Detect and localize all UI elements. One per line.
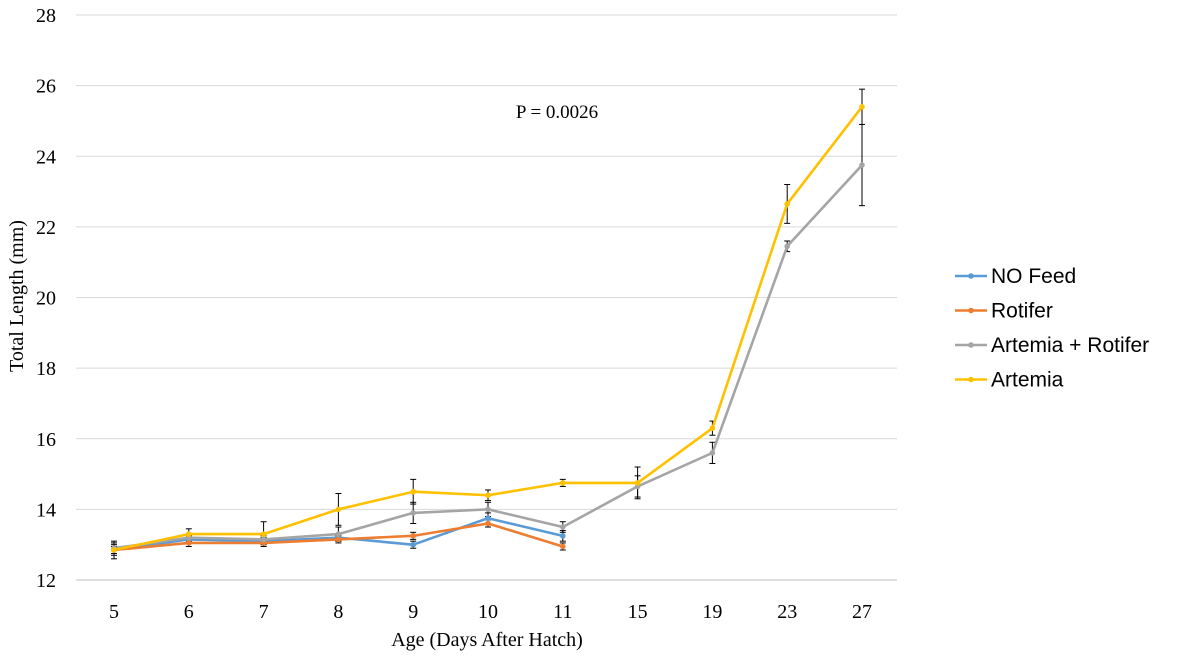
data-point-rotifer <box>485 520 491 527</box>
x-tick-label: 6 <box>184 601 194 623</box>
data-point-artemia <box>111 547 117 553</box>
y-tick-label: 26 <box>36 76 56 98</box>
x-tick-label: 15 <box>628 601 648 623</box>
legend-swatch-marker <box>968 342 974 348</box>
data-point-artemia-rotifer <box>485 506 491 513</box>
gridlines <box>76 14 897 581</box>
x-tick-label: 10 <box>478 601 498 623</box>
y-tick-label: 14 <box>36 499 56 521</box>
data-point-rotifer <box>410 533 417 539</box>
data-point-no-feed <box>560 533 566 539</box>
legend-label: Artemia + Rotifer <box>991 334 1149 357</box>
data-point-artemia <box>709 425 716 431</box>
error-bars <box>111 88 865 560</box>
series-lines <box>112 105 864 552</box>
legend-swatch-marker <box>968 307 974 314</box>
series-markers <box>111 104 865 553</box>
data-point-artemia <box>335 506 342 513</box>
data-point-rotifer <box>186 540 192 546</box>
y-tick-label: 18 <box>36 358 56 380</box>
legend-label: Artemia <box>991 369 1064 392</box>
data-point-artemia <box>784 201 790 207</box>
y-tick-label: 22 <box>36 217 56 239</box>
data-point-artemia <box>410 488 417 495</box>
legend-item: Rotifer <box>955 300 1053 323</box>
y-axis-ticks: 12 14 16 18 20 22 24 26 28 <box>36 5 56 592</box>
legend-item: Artemia <box>955 369 1064 392</box>
y-tick-label: 24 <box>36 146 56 168</box>
data-point-rotifer <box>335 536 342 543</box>
data-point-artemia <box>260 531 267 537</box>
x-tick-label: 7 <box>259 601 269 623</box>
x-tick-label: 8 <box>333 601 343 623</box>
y-tick-label: 12 <box>36 570 56 592</box>
data-point-artemia <box>485 492 491 499</box>
x-tick-label: 19 <box>702 601 722 623</box>
data-point-artemia <box>560 480 566 486</box>
legend-label: NO Feed <box>991 265 1076 288</box>
annotation-p-value: P = 0.0026 <box>516 102 598 123</box>
data-point-artemia-rotifer <box>560 524 566 530</box>
y-axis-label: Total Length (mm) <box>6 220 28 372</box>
data-point-artemia-rotifer <box>260 536 267 543</box>
data-point-artemia-rotifer <box>410 510 417 516</box>
legend-item: NO Feed <box>955 265 1076 288</box>
data-point-artemia-rotifer <box>859 162 865 168</box>
x-tick-label: 23 <box>777 601 797 623</box>
legend-item: Artemia + Rotifer <box>955 334 1149 357</box>
series-line-artemia <box>112 105 864 552</box>
legend-swatch-marker <box>968 376 974 383</box>
data-point-artemia <box>186 531 192 537</box>
data-point-no-feed <box>485 515 491 522</box>
y-tick-label: 20 <box>36 288 56 310</box>
data-point-no-feed <box>410 541 417 548</box>
legend-label: Rotifer <box>991 300 1053 323</box>
x-axis-label: Age (Days After Hatch) <box>391 629 583 651</box>
data-point-artemia-rotifer <box>335 531 342 537</box>
data-point-artemia-rotifer <box>784 243 790 250</box>
y-tick-label: 28 <box>36 5 56 27</box>
y-tick-label: 16 <box>36 429 56 451</box>
data-point-artemia <box>634 480 641 486</box>
x-tick-label: 27 <box>852 601 872 623</box>
x-tick-label: 9 <box>408 601 418 623</box>
x-axis-ticks: 5 6 7 8 9 10 11 15 19 23 27 <box>109 601 872 623</box>
x-tick-label: 11 <box>553 601 572 623</box>
data-point-artemia <box>859 104 865 110</box>
legend-swatch-marker <box>968 273 974 279</box>
data-point-rotifer <box>560 543 566 550</box>
legend: NO Feed Rotifer Artemia + Rotifer Artemia <box>955 265 1149 392</box>
data-point-artemia-rotifer <box>709 450 716 456</box>
x-tick-label: 5 <box>109 601 119 623</box>
